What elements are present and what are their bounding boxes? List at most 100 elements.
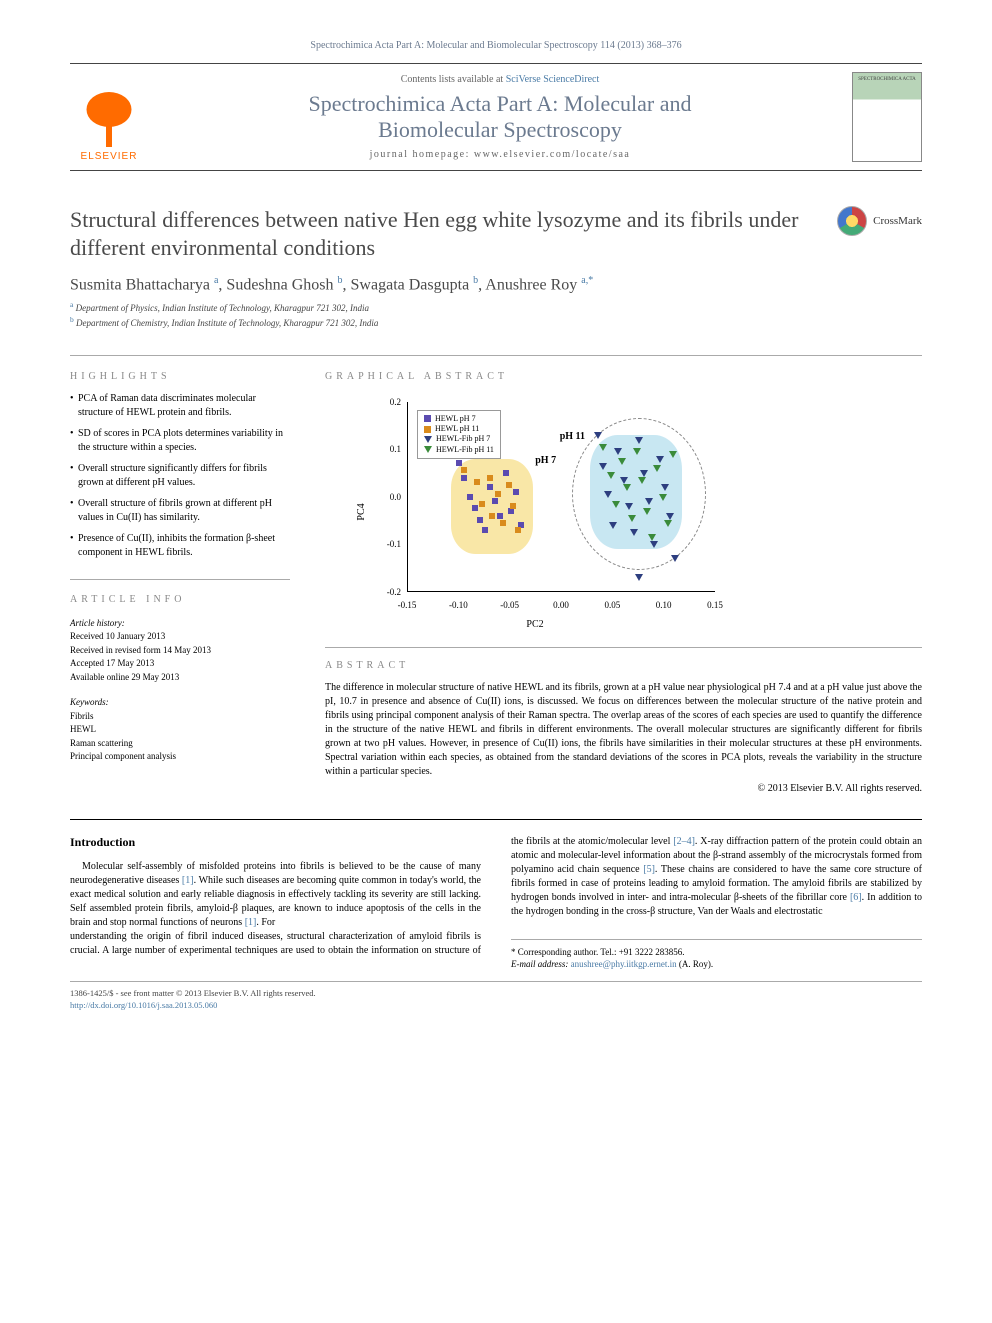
article-info-header: ARTICLE INFO <box>70 592 290 607</box>
history-line: Available online 29 May 2013 <box>70 671 290 685</box>
page-footer: 1386-1425/$ - see front matter © 2013 El… <box>70 981 922 1012</box>
history-line: Received 10 January 2013 <box>70 630 290 644</box>
pca-blob-label: pH 11 <box>560 431 585 442</box>
pca-point <box>633 448 641 455</box>
sciencedirect-link[interactable]: SciVerse ScienceDirect <box>506 74 600 85</box>
pca-point <box>614 448 622 455</box>
pca-point <box>461 467 467 473</box>
introduction-heading: Introduction <box>70 835 481 850</box>
pca-point <box>492 498 498 504</box>
pca-point <box>479 501 485 507</box>
pca-point <box>618 458 626 465</box>
legend-label: HEWL-Fib pH 7 <box>436 434 490 444</box>
pca-ytick: 0.1 <box>373 444 401 454</box>
graphical-abstract-header: GRAPHICAL ABSTRACT <box>325 371 922 382</box>
pca-point <box>607 472 615 479</box>
footer-doi-link[interactable]: http://dx.doi.org/10.1016/j.saa.2013.05.… <box>70 1000 316 1012</box>
graphical-abstract-section: GRAPHICAL ABSTRACT PC4 PC2 pH 7 pH 11 HEW… <box>325 371 922 632</box>
pca-point <box>474 479 480 485</box>
pca-point <box>506 482 512 488</box>
corresponding-author-footnote: * Corresponding author. Tel.: +91 3222 2… <box>511 939 922 971</box>
keyword-item: Raman scattering <box>70 737 290 751</box>
elsevier-tree-icon <box>79 87 139 147</box>
introduction-section: Introduction Molecular self-assembly of … <box>70 819 922 971</box>
pca-legend-item: HEWL pH 7 <box>424 414 494 424</box>
pca-point <box>513 489 519 495</box>
authors-line: Susmita Bhattacharya a, Sudeshna Ghosh b… <box>70 275 922 294</box>
pca-point <box>656 456 664 463</box>
pca-point <box>482 527 488 533</box>
legend-label: HEWL-Fib pH 11 <box>436 445 494 455</box>
legend-label: HEWL pH 7 <box>435 414 476 424</box>
keyword-item: Fibrils <box>70 710 290 724</box>
legend-marker-icon <box>424 426 431 433</box>
pca-point <box>661 484 669 491</box>
pca-ytick: -0.1 <box>373 539 401 549</box>
pca-legend-item: HEWL-Fib pH 7 <box>424 434 494 444</box>
highlight-item: Overall structure of fibrils grown at di… <box>70 497 290 526</box>
pca-point <box>671 555 679 562</box>
legend-marker-icon <box>424 446 432 453</box>
pca-ylabel: PC4 <box>356 503 367 520</box>
pca-ytick: 0.2 <box>373 397 401 407</box>
pca-point <box>500 520 506 526</box>
corr-email-name: (A. Roy). <box>679 959 713 969</box>
pca-point <box>640 470 648 477</box>
journal-citation: Spectrochimica Acta Part A: Molecular an… <box>70 40 922 51</box>
corr-author-line: * Corresponding author. Tel.: +91 3222 2… <box>511 946 922 959</box>
article-history-lines: Received 10 January 2013Received in revi… <box>70 630 290 684</box>
crossmark-badge[interactable]: CrossMark <box>837 206 922 236</box>
pca-point <box>669 451 677 458</box>
abstract-header: ABSTRACT <box>325 660 922 671</box>
email-label: E-mail address: <box>511 959 568 969</box>
legend-marker-icon <box>424 415 431 422</box>
pca-xtick: 0.00 <box>553 600 569 610</box>
pca-point <box>599 444 607 451</box>
highlights-header: HIGHLIGHTS <box>70 371 290 382</box>
highlight-item: Overall structure significantly differs … <box>70 462 290 491</box>
pca-point <box>503 470 509 476</box>
pca-point <box>628 515 636 522</box>
history-line: Received in revised form 14 May 2013 <box>70 644 290 658</box>
contents-text: Contents lists available at <box>401 74 506 85</box>
pca-point <box>609 522 617 529</box>
pca-point <box>648 534 656 541</box>
abstract-text: The difference in molecular structure of… <box>325 681 922 779</box>
article-info-section: ARTICLE INFO Article history: Received 1… <box>70 579 290 764</box>
pca-point <box>515 527 521 533</box>
copyright-line: © 2013 Elsevier B.V. All rights reserved… <box>325 783 922 794</box>
pca-point <box>650 541 658 548</box>
crossmark-icon <box>837 206 867 236</box>
pca-point <box>487 475 493 481</box>
highlight-item: PCA of Raman data discriminates molecula… <box>70 392 290 421</box>
homepage-url[interactable]: www.elsevier.com/locate/saa <box>474 149 630 160</box>
pca-point <box>477 517 483 523</box>
journal-title: Spectrochimica Acta Part A: Molecular an… <box>163 91 837 144</box>
legend-label: HEWL pH 11 <box>435 424 479 434</box>
pca-point <box>625 503 633 510</box>
pca-point <box>620 477 628 484</box>
pca-point <box>487 484 493 490</box>
contents-line: Contents lists available at SciVerse Sci… <box>163 74 837 85</box>
pca-point <box>659 494 667 501</box>
pca-xtick: -0.05 <box>500 600 519 610</box>
legend-marker-icon <box>424 436 432 443</box>
elsevier-label: ELSEVIER <box>81 151 138 162</box>
pca-blob-label: pH 7 <box>535 455 556 466</box>
pca-legend: HEWL pH 7HEWL pH 11HEWL-Fib pH 7HEWL-Fib… <box>417 410 501 460</box>
crossmark-label: CrossMark <box>873 215 922 227</box>
pca-xlabel: PC2 <box>526 619 543 630</box>
pca-point <box>461 475 467 481</box>
corr-email-link[interactable]: anushree@phy.iitkgp.ernet.in <box>571 959 677 969</box>
keyword-item: Principal component analysis <box>70 750 290 764</box>
pca-xtick: 0.05 <box>604 600 620 610</box>
pca-point <box>510 503 516 509</box>
keyword-item: HEWL <box>70 723 290 737</box>
affiliation-line: b Department of Chemistry, Indian Instit… <box>70 315 922 330</box>
pca-xtick: 0.10 <box>656 600 672 610</box>
pca-point <box>635 437 643 444</box>
pca-point <box>666 513 674 520</box>
pca-point <box>638 477 646 484</box>
pca-point <box>612 501 620 508</box>
pca-xtick: -0.15 <box>398 600 417 610</box>
